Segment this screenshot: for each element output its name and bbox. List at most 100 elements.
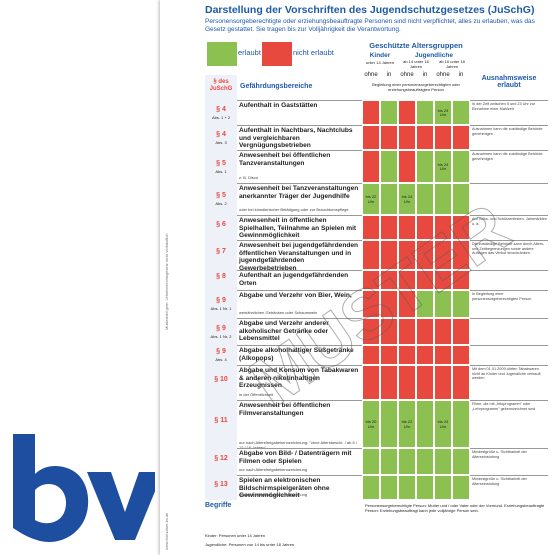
- cell: [380, 150, 398, 183]
- cell: [380, 215, 398, 240]
- area: Abgabe und Verzehr von Bier, Wein,: [239, 292, 352, 299]
- cell: [452, 215, 470, 240]
- cell: [416, 290, 434, 318]
- ohne: ohne: [400, 72, 414, 78]
- cell: [380, 475, 398, 500]
- para: § 9: [205, 290, 237, 318]
- cell: [452, 150, 470, 183]
- cell: [380, 400, 398, 448]
- exception: Mindestgröße u. Sichtbarkeit der Alterse…: [472, 450, 527, 459]
- area: Aufenthalt in Nachtbars, Nachtclubs und …: [239, 127, 353, 149]
- para-sub: Abs. 4: [215, 357, 227, 362]
- para: § 6: [205, 215, 237, 240]
- para: § 5: [205, 183, 237, 215]
- side-url: www.formulare-bv.de: [164, 512, 169, 550]
- in: in: [386, 72, 392, 78]
- cell: [434, 150, 452, 183]
- para: § 4: [205, 100, 237, 125]
- area: Abgabe von Bild- / Datenträgern mit Film…: [239, 450, 352, 465]
- para: § 13: [205, 475, 237, 500]
- in: in: [458, 72, 464, 78]
- area: Anwesenheit bei öffentlichen Filmveranst…: [239, 402, 331, 417]
- cell: [398, 270, 416, 290]
- ohne: ohne: [436, 72, 450, 78]
- cell: [416, 215, 434, 240]
- exception: Mit dem 01.01.2009 dürfen Tabakwaren nic…: [472, 367, 541, 380]
- cell: [416, 345, 434, 365]
- cell: [362, 100, 380, 125]
- exception: Filme, die mit „Infoprogramm" oder „Lehr…: [472, 402, 536, 411]
- title: Darstellung der Vorschriften des Jugends…: [205, 4, 535, 16]
- cell: [398, 240, 416, 270]
- cell: [434, 183, 452, 215]
- exception: Ausnahmen kann die zuständige Behörde ge…: [472, 127, 543, 136]
- area: Anwesenheit bei öffentlichen Tanzveranst…: [239, 152, 331, 167]
- cell: [434, 345, 452, 365]
- para-sub: Abs. 1 Nr. 1: [210, 306, 232, 311]
- area: Spielen an elektronischen Bildschirmspie…: [239, 477, 330, 499]
- exception: Ausnahmen kann die zuständige Behörde ge…: [472, 152, 543, 161]
- side-note: Musterbild gem. Urheberrechtsgesetz nich…: [164, 233, 169, 331]
- cell-label: bis 24 Uhr: [437, 161, 449, 171]
- cell: [416, 365, 434, 400]
- cell: [380, 345, 398, 365]
- cell: [416, 448, 434, 475]
- cell: [416, 125, 434, 150]
- area-note: z. B. Disco: [239, 175, 259, 180]
- cell: [362, 270, 380, 290]
- cell: [434, 365, 452, 400]
- cell: [434, 240, 452, 270]
- para: § 9: [205, 318, 237, 345]
- cell: [452, 365, 470, 400]
- cell: [362, 215, 380, 240]
- para: § 9: [205, 345, 237, 365]
- cell: [398, 448, 416, 475]
- cell-label: bis 24 Uhr: [401, 194, 413, 204]
- para-sub: Abs. 1 + 2: [211, 114, 231, 120]
- exception: Auf Volks- und Schützenfesten, Jahrmärkt…: [472, 217, 547, 226]
- cell: [416, 400, 434, 448]
- cell: [362, 290, 380, 318]
- cell: [452, 290, 470, 318]
- legend-label: erlaubt: [238, 48, 261, 57]
- cell: [398, 400, 416, 448]
- cell: [380, 240, 398, 270]
- cell: [434, 100, 452, 125]
- col-area: Gefährdungsbereiche: [240, 83, 313, 90]
- cell: [452, 100, 470, 125]
- cell: [434, 125, 452, 150]
- cell-label: bis 24 Uhr: [437, 107, 449, 117]
- para: § 8: [205, 270, 237, 290]
- area: Anwesenheit bei Tanzveranstaltungen aner…: [239, 185, 359, 200]
- cell: [434, 400, 452, 448]
- para-sub: Abs. 1: [215, 168, 227, 174]
- cell: [452, 345, 470, 365]
- para: § 5: [205, 150, 237, 183]
- footer-right: Personensorgeberechtigte Person: Mutter …: [365, 503, 545, 513]
- cell: [362, 240, 380, 270]
- cell: [398, 318, 416, 345]
- cell: [380, 270, 398, 290]
- logo: [13, 434, 155, 542]
- age-1: ab 14 unter 16 Jahren: [403, 59, 429, 69]
- cell-label: bis 24 Uhr: [437, 419, 449, 429]
- cell: [416, 150, 434, 183]
- cell: [398, 150, 416, 183]
- cell-label: bis 22 Uhr: [401, 419, 413, 429]
- logo-v: [87, 472, 155, 540]
- footer-jugendliche: Jugendliche: Personen von 14 bis unter 1…: [205, 542, 295, 547]
- cell: [362, 345, 380, 365]
- para: § 12: [205, 448, 237, 475]
- cell: [362, 400, 380, 448]
- area-note: nur nach Altersfreigabekennzeichnung: "o…: [239, 440, 357, 450]
- logo-b: [13, 434, 89, 542]
- kinder: Kinder: [369, 52, 391, 59]
- cell: [398, 345, 416, 365]
- cell: [380, 290, 398, 318]
- cell: [452, 400, 470, 448]
- cell: [398, 183, 416, 215]
- cell: [452, 448, 470, 475]
- cell: [452, 270, 470, 290]
- exception: In der Zeit zwischen 5 und 23 Uhr zur Ei…: [472, 102, 536, 111]
